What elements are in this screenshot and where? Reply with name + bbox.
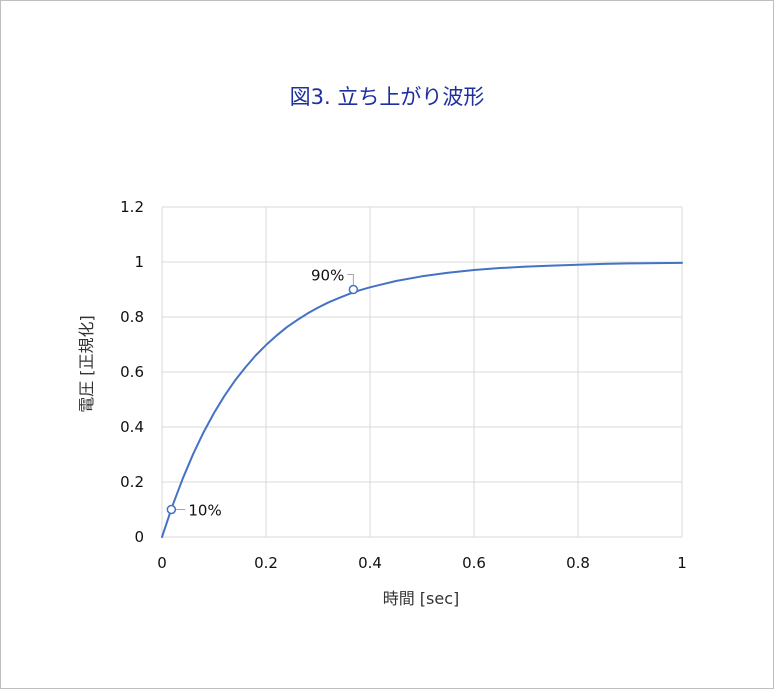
y-tick-label: 1 — [134, 253, 144, 271]
annotations: 10% 90% — [166, 267, 359, 520]
y-tick-label: 0.4 — [120, 418, 144, 436]
annotation-label: 90% — [311, 267, 344, 285]
x-tick-label: 0.4 — [358, 554, 382, 572]
x-tick-label: 0.2 — [254, 554, 278, 572]
x-axis-label: 時間 [sec] — [383, 589, 460, 608]
y-tick-label: 0.6 — [120, 363, 144, 381]
x-tick-label: 0 — [157, 554, 167, 572]
y-tick-label: 0.8 — [120, 308, 144, 326]
annotation-leader — [347, 274, 354, 286]
y-axis-label: 電圧 [正規化] — [77, 315, 96, 413]
tick-labels: 0 0.2 0.4 0.6 0.8 1 1.2 0 0.2 0.4 0.6 0.8 1 — [120, 198, 687, 572]
x-tick-label: 0.6 — [462, 554, 486, 572]
y-tick-label: 0 — [134, 528, 144, 546]
x-tick-label: 1 — [677, 554, 687, 572]
grid — [161, 206, 683, 538]
annotation-marker — [166, 504, 177, 515]
y-tick-label: 1.2 — [120, 198, 144, 216]
y-tick-label: 0.2 — [120, 473, 144, 491]
series-layer — [161, 261, 683, 538]
chart-title: 図3. 立ち上がり波形 — [290, 85, 485, 109]
series-line — [161, 261, 683, 538]
annotation-marker — [348, 284, 359, 295]
annotation-label: 10% — [188, 502, 221, 520]
x-tick-label: 0.8 — [566, 554, 590, 572]
